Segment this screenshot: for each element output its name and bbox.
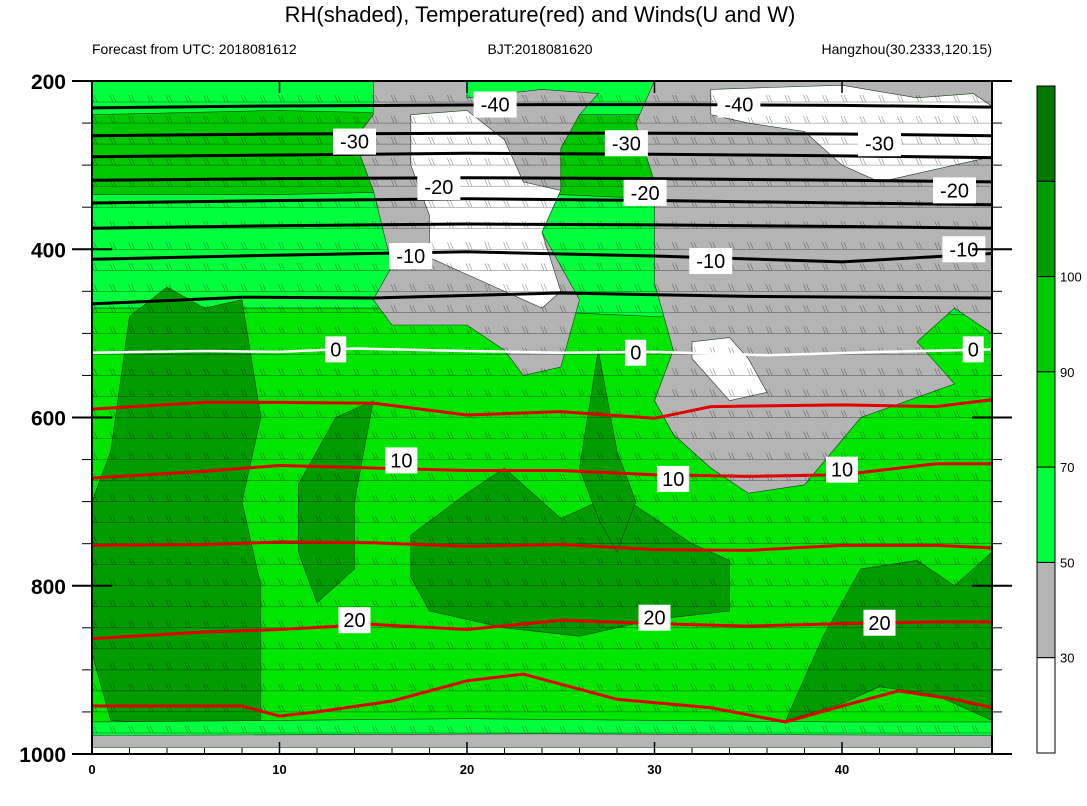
isotherm-label: -20 [424, 177, 453, 199]
isotherm-label: -10 [949, 239, 978, 261]
chart-subtitle-left: Forecast from UTC: 2018081612 [92, 41, 297, 57]
isotherm-minus-15 [92, 222, 992, 230]
colorbar-label: 90 [1060, 365, 1074, 380]
isotherm-label: 0 [330, 339, 341, 361]
y-tick-label: 1000 [19, 744, 66, 767]
y-tick-label: 600 [31, 408, 66, 431]
isotherm-label: -10 [396, 246, 425, 268]
colorbar-label: 100 [1060, 270, 1082, 285]
x-tick-label: 0 [88, 762, 95, 777]
isotherm-label: -30 [612, 133, 641, 155]
x-tick-label: 30 [647, 762, 661, 777]
y-tick-label: 800 [31, 576, 66, 599]
isotherm-label-bg [863, 609, 896, 636]
isotherm-25 [92, 672, 992, 724]
isotherm-label-bg [933, 177, 976, 204]
isotherm-label: 20 [343, 610, 365, 632]
isotherm-label: -30 [340, 132, 369, 154]
isotherm-label-bg [417, 173, 461, 200]
x-tick-label: 40 [835, 762, 849, 777]
colorbar-segment [1036, 180, 1056, 278]
isotherm-labels: -40 -40 -30 -30 -30 -20 -20 -20 -10 -10 -10 0 0 0 10 10… [325, 91, 986, 636]
colorbar-segment [1036, 371, 1056, 468]
isotherm-label: -30 [865, 133, 894, 155]
isotherm-label-bg [604, 130, 648, 157]
colorbar-segment [1036, 276, 1056, 373]
x-tick-label: 10 [272, 762, 286, 777]
isotherm-5 [92, 398, 992, 420]
isotherm-label: 20 [868, 613, 890, 635]
isotherm-label-bg [325, 336, 347, 363]
isotherm-minus-10 [92, 250, 992, 264]
isotherm-label-bg [338, 607, 371, 634]
y-tick-label: 400 [31, 239, 66, 262]
isotherm-minus-40 [92, 103, 992, 110]
y-tick-label: 200 [31, 71, 66, 94]
isotherm-15 [92, 540, 992, 552]
isotherm-label: 10 [831, 460, 853, 482]
rh-band-lower-dark-right [785, 551, 992, 721]
isotherm-label-bg [623, 179, 667, 206]
isotherm-label: 10 [390, 450, 412, 472]
isotherm-label: -40 [481, 95, 510, 117]
isotherm-label: 0 [968, 339, 979, 361]
isotherm-minus-25 [92, 176, 992, 184]
isotherm-minus-5 [92, 291, 992, 306]
isotherm-label-bg [858, 130, 901, 157]
isotherm-label: -10 [696, 251, 725, 273]
isotherm-label: -20 [940, 180, 969, 202]
temperature-isotherms [92, 103, 992, 724]
colorbar-segment [1036, 657, 1056, 754]
isotherm-label-bg [625, 339, 647, 366]
isotherm-label: 0 [630, 343, 641, 365]
colorbar-segment [1036, 85, 1056, 182]
colorbar-label: 50 [1060, 555, 1074, 570]
colorbar-label: 30 [1060, 651, 1074, 666]
isotherm-label-bg [826, 456, 858, 483]
isotherm-label: -40 [724, 95, 753, 117]
isotherm-label-bg [333, 128, 376, 155]
isotherm-label: -20 [631, 183, 660, 205]
isotherm-10 [92, 462, 992, 480]
isotherm-label: 10 [662, 469, 684, 491]
isotherm-label: 20 [643, 608, 665, 630]
wind-barbs [92, 94, 992, 734]
colorbar-label: 70 [1060, 460, 1074, 475]
isotherm-label-bg [962, 336, 984, 363]
colorbar-segment [1036, 561, 1056, 659]
isotherm-label-bg [717, 91, 761, 118]
chart-title: RH(shaded), Temperature(red) and Winds(U… [285, 2, 796, 27]
chart-subtitle-center: BJT:2018081620 [487, 41, 592, 57]
isotherm-label-bg [389, 242, 433, 269]
isotherm-0 [92, 347, 992, 357]
wind-barb-rows [92, 94, 992, 734]
isotherm-label-bg [689, 248, 733, 275]
isotherm-minus-20 [92, 197, 992, 207]
chart-subtitle-right: Hangzhou(30.2333,120.15) [822, 41, 992, 57]
colorbar-segment [1036, 466, 1056, 563]
isotherm-label-bg [638, 604, 671, 631]
isotherm-label-bg [473, 91, 517, 118]
x-tick-label: 20 [460, 762, 474, 777]
isotherm-label-bg [657, 465, 690, 492]
isotherm-label-bg [385, 447, 418, 474]
rh-colorbar: 30 50 70 90 100 [1036, 85, 1082, 754]
